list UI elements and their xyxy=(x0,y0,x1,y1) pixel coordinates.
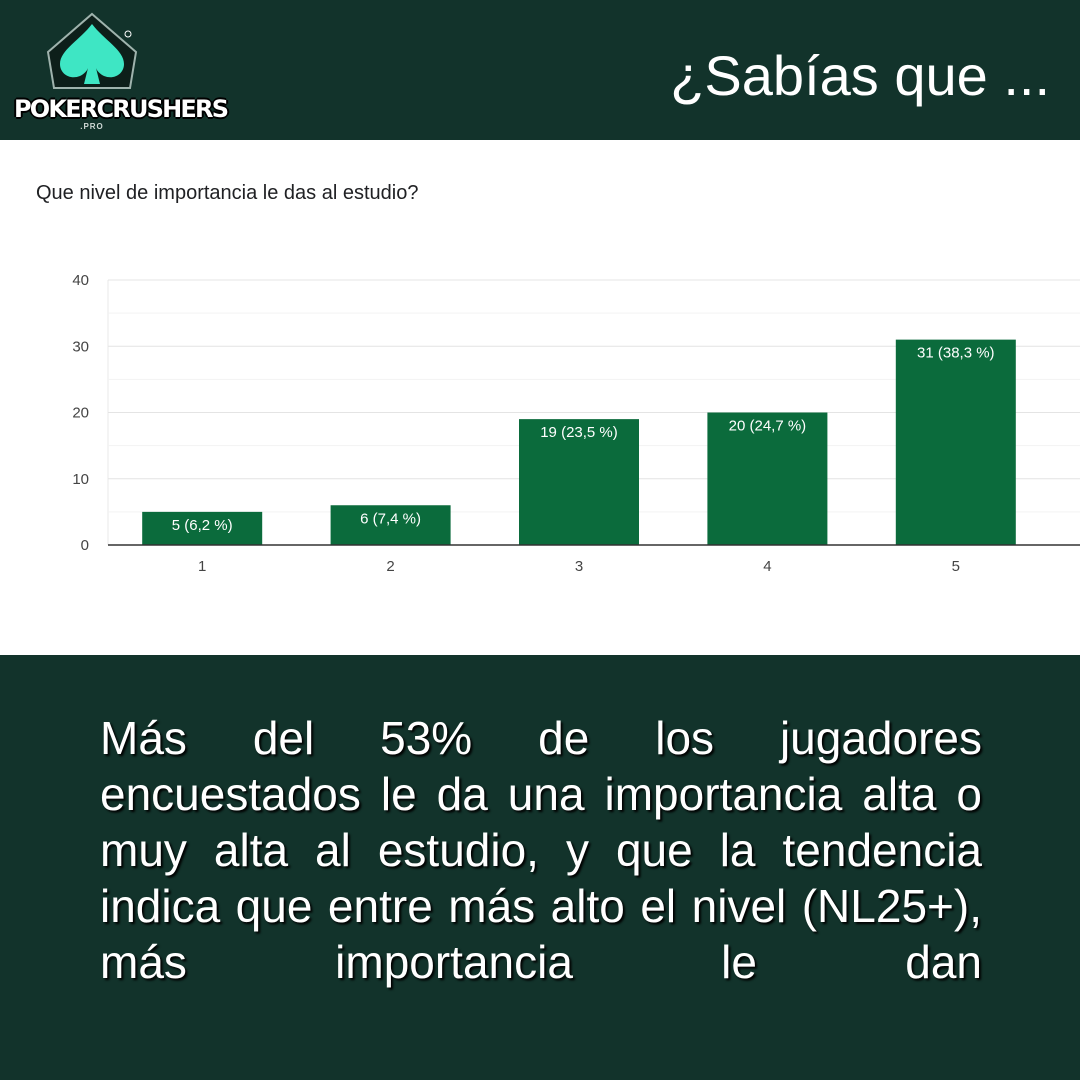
y-tick-label: 20 xyxy=(72,405,89,422)
x-tick-label: 1 xyxy=(198,558,206,575)
x-tick-label: 5 xyxy=(952,558,960,575)
pokercrushers-logo: POKERCRUSHERS .PRO xyxy=(14,10,229,132)
bars: 5 (6,2 %) 6 (7,4 %) 19 (23,5 %) 20 (24,7 %)… xyxy=(142,339,1016,545)
chart-title: Que nivel de importancia le das al estud… xyxy=(36,182,419,204)
bar-data-label: 20 (24,7 %) xyxy=(729,418,807,435)
bar xyxy=(519,419,639,545)
bar-data-label: 5 (6,2 %) xyxy=(172,517,233,534)
logo-subtext: .PRO xyxy=(80,122,104,131)
bar xyxy=(707,412,828,545)
bar-data-label: 6 (7,4 %) xyxy=(360,510,421,527)
y-tick-label: 0 xyxy=(81,537,89,554)
x-tick-label: 4 xyxy=(763,558,771,575)
bar-data-label: 31 (38,3 %) xyxy=(917,345,995,362)
bar-chart: 5 (6,2 %) 6 (7,4 %) 19 (23,5 %) 20 (24,7 %)… xyxy=(72,272,1080,575)
bar xyxy=(330,505,451,545)
x-tick-label: 2 xyxy=(386,558,394,575)
spade-icon xyxy=(46,12,138,89)
logo-wordmark: POKERCRUSHERS xyxy=(14,95,229,123)
chart-panel: 5 (6,2 %) 6 (7,4 %) 19 (23,5 %) 20 (24,7 %)… xyxy=(0,140,1080,655)
axes: 0 10 20 30 40 1 2 3 4 5 xyxy=(72,272,1080,575)
header: POKERCRUSHERS .PRO ¿Sabías que ... xyxy=(0,0,1080,140)
bar xyxy=(142,511,263,545)
y-tick-label: 40 xyxy=(72,272,89,289)
x-tick-label: 3 xyxy=(575,558,583,575)
bar xyxy=(895,339,1016,545)
body-text: Más del 53% de los jugadores encuestados… xyxy=(100,712,982,988)
bar-data-label: 19 (23,5 %) xyxy=(540,424,618,441)
y-tick-label: 10 xyxy=(72,471,89,488)
headline: ¿Sabías que ... xyxy=(670,44,1050,107)
y-tick-label: 30 xyxy=(72,338,89,355)
